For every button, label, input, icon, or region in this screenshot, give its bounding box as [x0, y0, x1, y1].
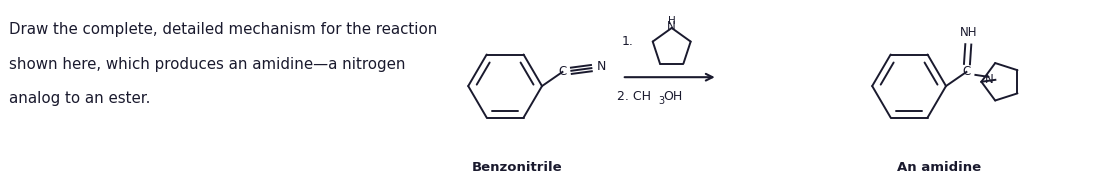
Text: An amidine: An amidine — [896, 161, 981, 174]
Text: 2. CH: 2. CH — [617, 90, 651, 103]
Text: 1.: 1. — [622, 35, 634, 48]
Text: N: N — [667, 20, 676, 33]
Text: Benzonitrile: Benzonitrile — [471, 161, 562, 174]
Text: shown here, which produces an amidine—a nitrogen: shown here, which produces an amidine—a … — [9, 57, 406, 72]
Text: 3: 3 — [659, 96, 665, 106]
Text: C: C — [963, 66, 970, 78]
Text: Draw the complete, detailed mechanism for the reaction: Draw the complete, detailed mechanism fo… — [9, 22, 438, 37]
Text: H: H — [668, 16, 676, 26]
Text: N: N — [985, 73, 994, 86]
Text: C: C — [559, 66, 566, 78]
Text: OH: OH — [664, 90, 683, 103]
Text: NH: NH — [959, 26, 977, 39]
Text: analog to an ester.: analog to an ester. — [9, 91, 151, 106]
Text: N: N — [596, 60, 606, 72]
